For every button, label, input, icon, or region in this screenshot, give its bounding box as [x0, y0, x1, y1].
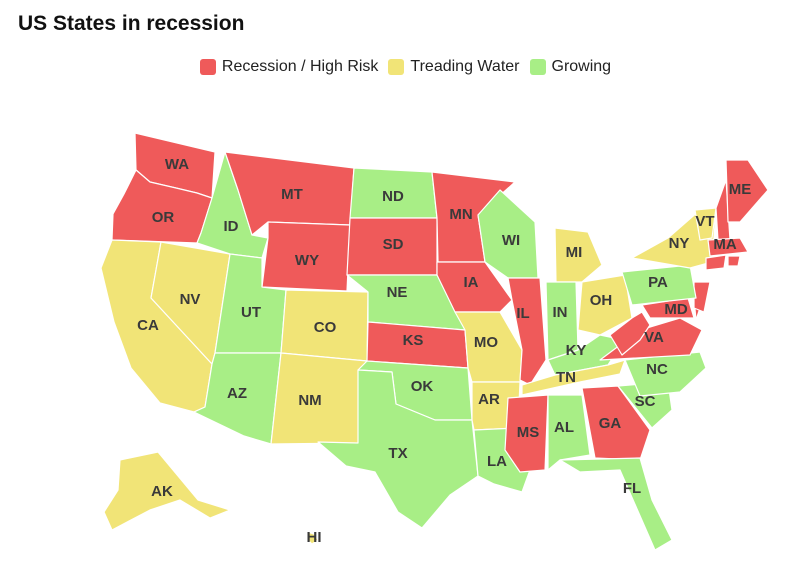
state-oh[interactable]	[577, 274, 633, 336]
state-nd[interactable]	[349, 167, 438, 219]
state-fl[interactable]	[559, 457, 673, 551]
legend-item-growing[interactable]: Growing	[529, 58, 612, 76]
state-wv[interactable]	[609, 311, 651, 356]
state-tn[interactable]	[521, 359, 626, 396]
legend-item-recession[interactable]: Recession / High Risk	[199, 58, 379, 76]
state-in[interactable]	[545, 281, 579, 361]
state-ga[interactable]	[581, 385, 651, 461]
state-ri[interactable]	[727, 255, 741, 267]
state-ct[interactable]	[705, 254, 727, 271]
legend-swatch-growing	[529, 59, 546, 75]
state-ak[interactable]	[103, 451, 231, 531]
state-hi[interactable]	[307, 531, 319, 545]
state-al[interactable]	[547, 394, 591, 471]
state-wy[interactable]	[261, 221, 351, 292]
state-ma[interactable]	[707, 237, 749, 257]
state-ks[interactable]	[366, 321, 469, 369]
legend-label-recession: Recession / High Risk	[221, 58, 379, 75]
state-sd[interactable]	[346, 217, 438, 276]
legend-swatch-treading	[388, 59, 405, 75]
legend: Recession / High Risk Treading Water Gro…	[0, 58, 811, 76]
state-tx[interactable]	[317, 369, 479, 529]
state-nc[interactable]	[624, 351, 707, 397]
state-mi[interactable]	[554, 227, 603, 283]
state-vt[interactable]	[694, 207, 717, 241]
legend-item-treading[interactable]: Treading Water	[388, 58, 520, 76]
state-me[interactable]	[725, 159, 769, 223]
legend-label-treading: Treading Water	[410, 58, 520, 75]
map-title: US States in recession	[18, 12, 245, 35]
state-nj[interactable]	[693, 281, 711, 313]
state-nm[interactable]	[270, 352, 368, 445]
state-ms[interactable]	[504, 394, 549, 473]
state-pa[interactable]	[621, 264, 697, 306]
state-il[interactable]	[507, 277, 547, 386]
legend-label-growing: Growing	[551, 58, 612, 75]
state-co[interactable]	[280, 289, 369, 362]
state-shapes	[100, 132, 769, 551]
legend-swatch-recession	[199, 59, 216, 75]
